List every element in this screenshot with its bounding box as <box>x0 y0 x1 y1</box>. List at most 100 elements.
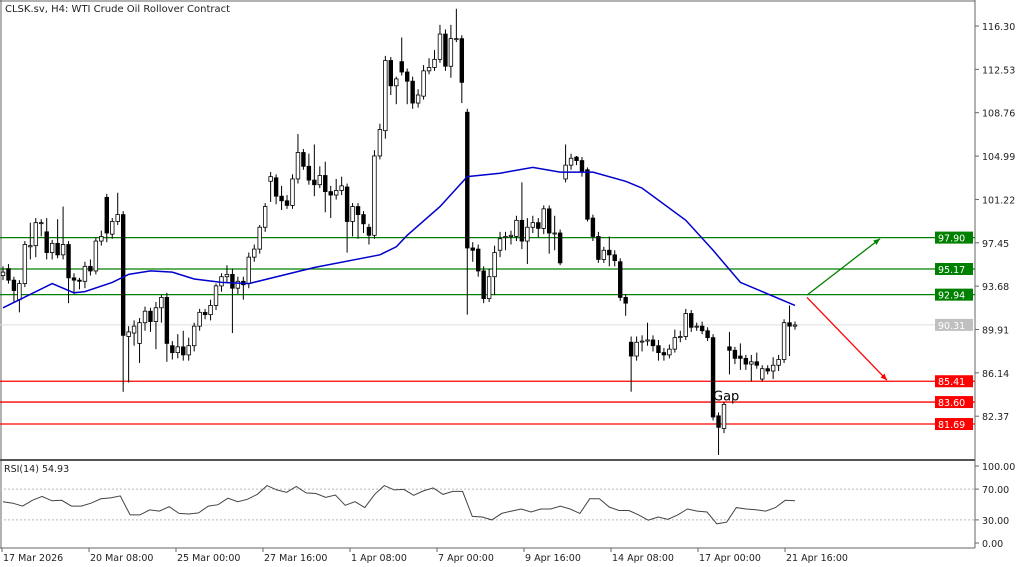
candle-body-up <box>137 322 142 344</box>
time-tick-label: 9 Apr 16:00 <box>525 553 581 564</box>
candle <box>738 343 743 370</box>
level-label: 81.69 <box>938 420 965 431</box>
candle <box>727 331 732 375</box>
candle-body-down <box>77 279 82 282</box>
candle <box>672 329 678 353</box>
candle <box>552 215 557 251</box>
candle-body-down <box>738 355 743 359</box>
current-price-label: 90.31 <box>938 321 965 332</box>
candle <box>612 250 617 267</box>
candle-body-up <box>268 176 273 182</box>
time-tick-label: 25 Mar 00:00 <box>177 553 240 564</box>
candle-body-up <box>333 190 339 196</box>
candle-body-down <box>475 248 481 272</box>
candle-body-down <box>710 337 716 418</box>
candle <box>181 330 186 361</box>
candle-body-up <box>552 232 557 235</box>
candle <box>11 276 17 302</box>
candle <box>262 203 268 232</box>
candle <box>634 336 639 361</box>
candle-body-up <box>426 67 432 72</box>
candle <box>202 308 208 320</box>
candle-body-up <box>191 325 197 347</box>
rsi-tick-label: 70.00 <box>982 485 1009 496</box>
candle <box>525 218 530 265</box>
candle-body-down <box>727 346 732 351</box>
candle-body-up <box>93 240 99 272</box>
candle-body-down <box>607 249 612 256</box>
candle-body-down <box>732 349 738 359</box>
price-tick-label: 86.14 <box>982 369 1009 380</box>
rsi-label: RSI(14) 54.93 <box>4 464 69 475</box>
candle <box>290 174 295 209</box>
candle-body-up <box>415 94 421 104</box>
candle-body-down <box>170 345 175 354</box>
gap-annotation: Gap <box>713 389 739 404</box>
candle-body-down <box>689 313 694 328</box>
candle <box>443 29 448 71</box>
candle-body-up <box>235 280 241 289</box>
candle <box>268 172 273 202</box>
level-tag <box>935 288 973 301</box>
candle <box>339 176 344 196</box>
candle-body-down <box>590 217 596 237</box>
candle-body-down <box>71 277 77 281</box>
candle <box>541 205 546 235</box>
candle-body-down <box>661 352 667 356</box>
price-tick-label: 97.45 <box>982 239 1009 250</box>
candle <box>175 334 180 359</box>
candle-body-down <box>765 368 770 372</box>
candle-body-up <box>33 222 38 247</box>
annotations: Gap <box>713 238 888 404</box>
candle-body-up <box>17 283 22 301</box>
candle <box>618 258 623 301</box>
candle <box>399 37 404 76</box>
candle-body-up <box>421 70 426 97</box>
candle-body-down <box>404 71 410 82</box>
candle <box>208 299 213 321</box>
time-axis[interactable]: 17 Mar 2026 20 Mar 08:00 25 Mar 00:00 27 Ma… <box>1 548 848 564</box>
price-axis[interactable]: 116.30 112.53 108.76 104.99 101.22 97.45 93.68… <box>975 22 1015 423</box>
candle <box>547 205 552 254</box>
candle-body-up <box>224 273 230 278</box>
candle-body-up <box>432 58 437 68</box>
candle <box>0 266 6 281</box>
candle-body-up <box>317 175 322 186</box>
candle <box>765 365 770 375</box>
candle <box>415 89 421 108</box>
candle <box>350 203 355 237</box>
candle-body-up <box>634 341 639 357</box>
candle <box>459 35 465 104</box>
candle <box>317 166 322 189</box>
candle <box>301 149 306 170</box>
candle-body-down <box>623 296 628 304</box>
candle <box>186 337 191 361</box>
time-tick-label: 27 Mar 16:00 <box>264 553 327 564</box>
candle-body-up <box>339 185 344 191</box>
candle-body-up <box>377 129 383 157</box>
candle <box>601 246 607 263</box>
candle-body-up <box>208 305 213 316</box>
level-label: 83.60 <box>938 398 965 409</box>
candle <box>88 259 93 276</box>
candle-body-up <box>175 346 180 354</box>
candle-body-down <box>164 296 170 344</box>
candle-body-up <box>60 244 66 256</box>
candle-body-up <box>672 337 678 350</box>
candle <box>574 155 579 166</box>
candle-body-down <box>699 325 705 332</box>
candle-body-down <box>44 231 49 253</box>
candle-body-up <box>678 336 683 339</box>
candle <box>148 307 153 332</box>
level-label: 95.17 <box>938 265 965 276</box>
candle <box>426 58 432 75</box>
candle <box>170 341 175 360</box>
arrow-up-line <box>806 238 881 296</box>
candle <box>213 283 219 311</box>
candle-body-down <box>388 60 394 87</box>
candle <box>448 24 454 78</box>
time-tick-label: 17 Mar 2026 <box>3 553 63 564</box>
candle-body-down <box>536 222 541 229</box>
candle-body-up <box>639 340 645 343</box>
